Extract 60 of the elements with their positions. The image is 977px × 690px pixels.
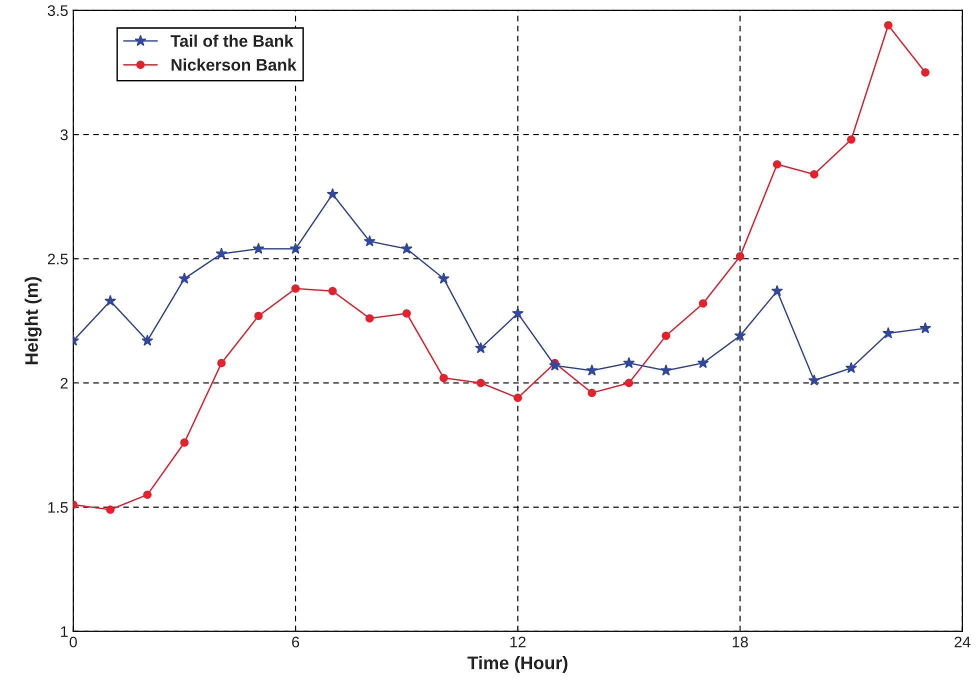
point — [588, 388, 596, 398]
point — [400, 242, 413, 254]
point — [772, 160, 782, 169]
point — [662, 332, 670, 340]
y-tick-label: 2 — [60, 378, 68, 388]
point — [252, 242, 264, 254]
point — [734, 330, 746, 341]
point — [365, 314, 374, 323]
point — [624, 378, 634, 388]
point — [884, 21, 892, 30]
point — [698, 299, 708, 308]
legend-label: Tail of the Bank — [170, 34, 294, 47]
x-tick-label: 18 — [732, 636, 748, 648]
y-tick-label: 2.5 — [48, 254, 68, 264]
point — [808, 374, 820, 386]
point — [810, 170, 818, 178]
point — [660, 364, 672, 376]
point — [847, 135, 856, 144]
point — [771, 284, 783, 296]
y-tick-label: 1.5 — [48, 502, 68, 513]
point — [845, 362, 858, 374]
x-tick-label: 24 — [954, 636, 970, 648]
point — [474, 342, 487, 354]
y-tick-label: 3 — [60, 129, 68, 140]
point — [178, 272, 190, 284]
point — [476, 378, 485, 388]
point — [512, 307, 524, 318]
x-tick-label: 6 — [292, 636, 300, 648]
point — [217, 358, 226, 368]
y-tick-label: 3.5 — [48, 5, 68, 16]
point — [216, 248, 228, 259]
point — [104, 294, 116, 306]
point — [290, 242, 302, 254]
point — [586, 364, 598, 376]
point — [921, 68, 930, 77]
point — [549, 359, 561, 371]
point — [438, 272, 450, 284]
point — [326, 188, 338, 200]
point — [623, 356, 635, 368]
y-axis-title: Height (m) — [24, 277, 42, 364]
legend-label: Nickerson Bank — [172, 58, 296, 71]
point — [440, 374, 448, 382]
x-tick-label: 12 — [510, 636, 526, 648]
point — [402, 309, 411, 318]
y-tick-label: 1 — [61, 626, 68, 637]
point — [328, 286, 337, 296]
point — [736, 252, 744, 260]
point — [919, 322, 932, 334]
point — [106, 505, 114, 514]
point — [364, 235, 376, 246]
x-axis-title: Time (Hour) — [468, 656, 568, 673]
point — [254, 312, 263, 320]
x-tick-label: 0 — [70, 636, 77, 648]
point — [180, 438, 189, 447]
point — [142, 334, 154, 346]
point — [143, 490, 152, 499]
point — [697, 356, 709, 368]
point — [882, 327, 894, 338]
point — [291, 284, 300, 293]
point — [514, 394, 522, 402]
